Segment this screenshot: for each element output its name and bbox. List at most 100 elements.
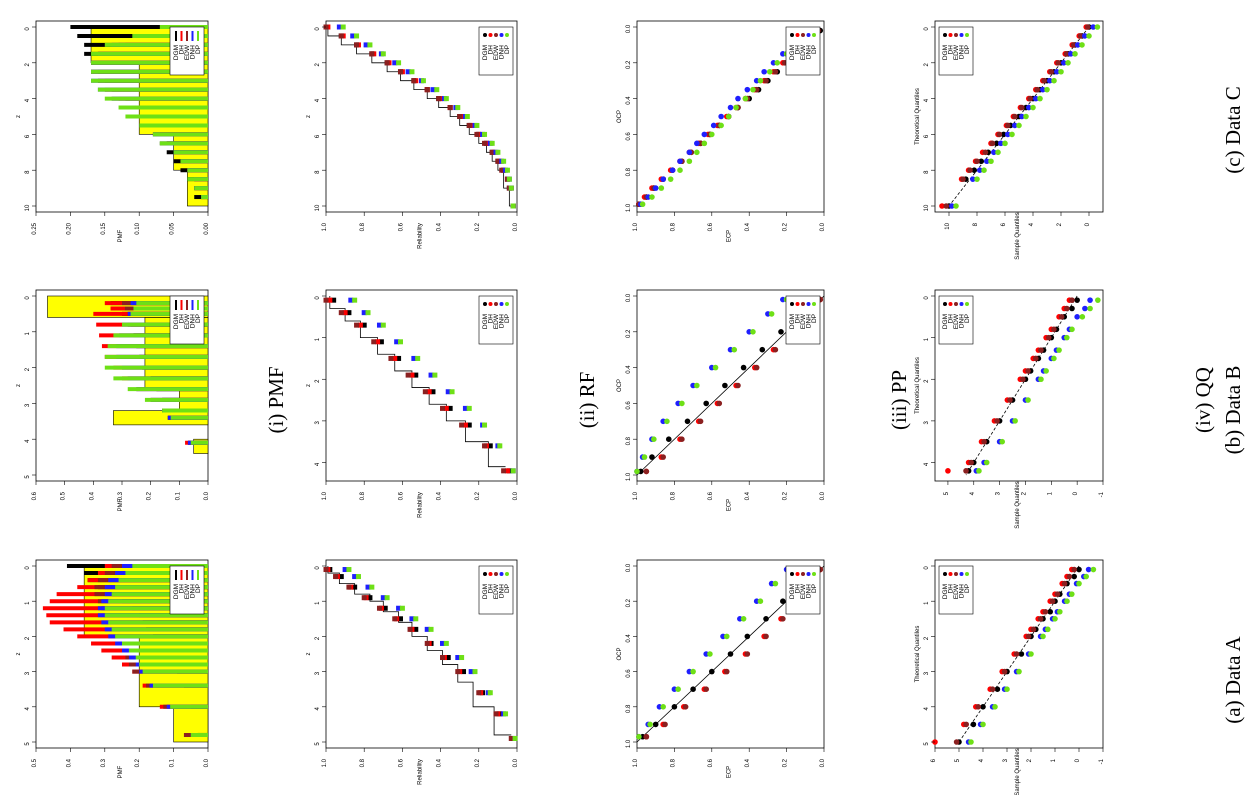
point-dnh xyxy=(949,203,955,209)
point-edw xyxy=(1033,355,1039,362)
point-dp xyxy=(988,158,994,165)
point-dp xyxy=(1004,686,1010,692)
legend-swatch-dnh xyxy=(499,302,504,306)
y-tick-label: 1.0 xyxy=(322,758,328,767)
x-tick-label: 5 xyxy=(25,475,31,479)
point-edw xyxy=(459,422,465,428)
point-edw xyxy=(1012,113,1018,120)
legend-label-dh: DH xyxy=(795,314,802,324)
x-tick-label: 3 xyxy=(924,421,930,425)
point-dp xyxy=(1002,140,1008,147)
point-dgm xyxy=(461,669,467,675)
point-dp xyxy=(742,95,749,102)
point-edw xyxy=(440,655,446,661)
legend-label-dp: DP xyxy=(964,45,971,54)
point-dgm xyxy=(970,721,977,728)
legend-swatch-edw xyxy=(801,302,805,306)
point-dnh xyxy=(424,626,430,632)
x-tick-label: 0 xyxy=(924,296,930,300)
y-tick-label: 0.6 xyxy=(708,222,714,231)
point-edw xyxy=(682,704,689,710)
point-dp xyxy=(428,626,434,632)
point-dp xyxy=(508,185,514,191)
point-dnh xyxy=(440,640,446,646)
point-edw xyxy=(447,105,453,111)
point-dnh xyxy=(1082,33,1088,39)
point-edw xyxy=(735,382,741,389)
legend-label-dgm: DGM xyxy=(173,314,180,329)
panel-c-pmf: 0.00 0.05 0.10 0.15 0.20 0.25 0 2 4 6 8 10 z PMF DGMDH… xyxy=(16,20,210,242)
point-dh xyxy=(375,339,381,345)
point-dgm xyxy=(361,322,367,328)
x-axis-title: OCP xyxy=(617,379,623,392)
y-tick-label: 0.8 xyxy=(670,491,676,500)
legend-swatch-dgm xyxy=(483,572,487,576)
x-tick-label: 0 xyxy=(924,566,930,570)
point-edw xyxy=(338,310,344,316)
y-tick-label: 0.0 xyxy=(204,491,210,500)
y-tick-label: 0.8 xyxy=(670,222,676,231)
point-edw xyxy=(493,711,499,717)
point-dnh xyxy=(718,113,724,120)
point-dnh xyxy=(1061,60,1067,66)
point-dp xyxy=(651,436,657,443)
point-dp xyxy=(472,669,478,675)
point-edw xyxy=(974,158,980,165)
y-tick-label: 2 xyxy=(1057,222,1063,226)
x-axis-title: z xyxy=(16,384,22,387)
y-tick-label: 0.6 xyxy=(398,491,404,500)
point-dnh xyxy=(455,655,461,661)
point-dp xyxy=(1037,95,1043,102)
x-tick-label: 6 xyxy=(315,134,321,138)
legend-swatch-dnh xyxy=(959,33,964,37)
point-dp xyxy=(506,176,512,182)
point-dnh xyxy=(1019,113,1025,120)
point-dp xyxy=(757,598,764,604)
y-tick-label: 0.5 xyxy=(32,758,38,767)
point-dp xyxy=(995,149,1001,156)
x-axis-title: OCP xyxy=(617,110,623,123)
point-edw xyxy=(338,33,344,39)
x-tick-label: 0 xyxy=(924,27,930,31)
point-edw xyxy=(354,42,360,48)
y-tick-label: 0.4 xyxy=(66,758,72,767)
legend-swatch-dh xyxy=(795,33,800,37)
y-axis-title: Reliability xyxy=(418,492,424,518)
point-dp xyxy=(649,194,655,200)
legend-label-dh: DH xyxy=(488,314,495,324)
point-edw xyxy=(455,669,461,675)
point-dgm xyxy=(1047,608,1053,615)
point-edw xyxy=(953,739,960,745)
y-tick-label: 6 xyxy=(931,758,937,762)
point-edw xyxy=(1025,368,1031,374)
legend-label-dgm: DGM xyxy=(789,584,796,599)
legend-label-dp: DP xyxy=(195,45,202,54)
y-tick-label: 0.10 xyxy=(135,222,141,234)
x-tick-label: 1 xyxy=(315,337,321,341)
legend-label-dh: DH xyxy=(179,314,186,324)
legend-label-edw: EDW xyxy=(493,583,500,599)
legend-swatch-dnh xyxy=(806,33,811,37)
x-tick-label: 0.6 xyxy=(626,669,632,678)
panel-a-pmf: 0.0 0.1 0.2 0.3 0.4 0.5 0 1 2 3 4 5 z PMF DGMDHEDWDNHD… xyxy=(16,559,210,778)
legend-swatch-dnh xyxy=(499,33,504,37)
point-dp xyxy=(774,60,781,66)
legend-label-dnh: DNH xyxy=(499,45,506,59)
y-tick-label: 0.0 xyxy=(820,222,826,231)
x-tick-label: 4 xyxy=(924,706,930,710)
point-dp xyxy=(707,651,713,657)
point-dp xyxy=(420,78,426,84)
point-dp xyxy=(641,454,648,460)
point-edw xyxy=(716,400,723,407)
point-edw xyxy=(407,626,413,632)
point-edw xyxy=(996,131,1003,138)
point-dp xyxy=(1076,580,1082,587)
point-dp xyxy=(757,77,764,84)
y-tick-label: 1 xyxy=(1051,758,1057,762)
point-dgm xyxy=(649,454,655,460)
point-dp xyxy=(380,322,386,328)
x-tick-label: 2 xyxy=(25,62,31,66)
plot-frame xyxy=(636,289,825,482)
legend-label-dnh: DNH xyxy=(190,314,197,328)
x-tick-label: 4 xyxy=(924,98,930,102)
